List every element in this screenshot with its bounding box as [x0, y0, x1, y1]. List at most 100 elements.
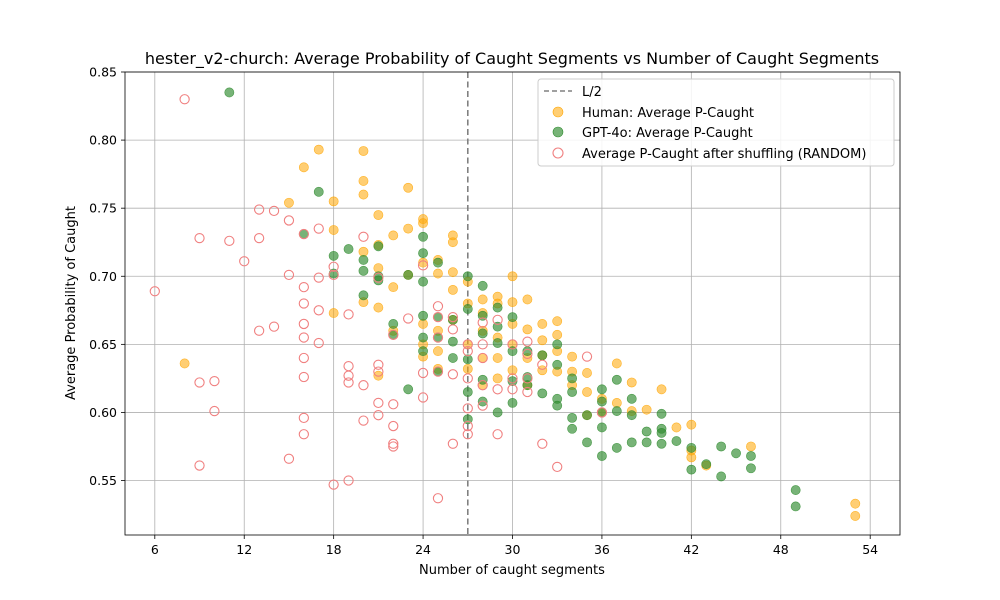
random-point [343, 377, 354, 388]
legend-swatch-gpt4o [552, 126, 564, 138]
legend-label-vline: L/2 [582, 85, 602, 100]
human-point [537, 335, 548, 346]
gpt4o-point [552, 400, 563, 411]
random-point [253, 325, 265, 336]
human-point [388, 282, 399, 293]
gpt4o-point [477, 328, 488, 339]
random-point [462, 403, 473, 414]
random-point [194, 460, 205, 471]
gpt4o-point [626, 410, 637, 421]
gpt4o-point [492, 338, 503, 348]
human-point [358, 246, 369, 257]
random-point [253, 204, 265, 215]
human-point [626, 377, 637, 388]
random-point [432, 332, 444, 343]
axis-ticks: 6 12 18 24 30 36 42 48 54 0.55 0.60 0.65 0.70 0.75 0.8… [89, 65, 878, 558]
gpt4o-point [567, 412, 578, 423]
random-point [209, 375, 220, 387]
legend-label-random: Average P-Caught after shuffling (RANDOM… [582, 147, 866, 162]
gpt4o-point [790, 485, 801, 495]
human-point [358, 176, 369, 186]
random-points [149, 94, 608, 504]
gpt4o-point [790, 501, 801, 512]
random-point [492, 384, 503, 395]
legend: L/2 Human: Average P-Caught GPT-4o: Aver… [537, 78, 895, 167]
gpt4o-point [433, 257, 443, 268]
random-point [298, 371, 309, 383]
random-point [298, 352, 309, 364]
gpt4o-point [746, 463, 756, 474]
human-point [284, 197, 294, 208]
gpt4o-point [611, 442, 622, 453]
gpt4o-point [477, 374, 488, 385]
random-point [298, 282, 309, 293]
gpt4o-point [477, 280, 488, 291]
human-point [507, 271, 518, 282]
gpt4o-point [418, 332, 428, 343]
x-tick-label: 54 [862, 542, 878, 557]
random-point [417, 260, 429, 271]
gpt4o-point [358, 265, 369, 276]
x-axis-label: Number of caught segments [419, 563, 605, 578]
gpt4o-point [686, 464, 697, 475]
random-point [388, 399, 399, 410]
random-point [537, 438, 548, 449]
y-tick-label: 0.70 [89, 269, 117, 284]
random-point [432, 301, 444, 312]
human-point [358, 146, 369, 156]
random-point [447, 311, 459, 323]
random-point [313, 272, 324, 283]
human-point [850, 511, 861, 521]
human-point [537, 365, 548, 376]
gpt4o-point [686, 442, 697, 453]
human-point [403, 182, 414, 193]
gpt4o-point [418, 310, 428, 321]
human-point [582, 387, 592, 397]
human-point [373, 210, 384, 220]
human-point [328, 308, 339, 318]
random-point [328, 261, 339, 272]
gpt4o-point [597, 451, 607, 461]
human-point [567, 351, 578, 362]
random-point [462, 420, 473, 432]
human-point [373, 302, 384, 313]
gpt4o-point [597, 384, 607, 395]
human-point [641, 404, 652, 415]
gpt4o-point [462, 354, 473, 365]
gpt4o-point [403, 270, 414, 280]
gpt4o-point [388, 319, 399, 329]
human-point [179, 358, 190, 369]
x-tick-label: 48 [773, 542, 789, 557]
y-tick-label: 0.65 [89, 337, 117, 352]
random-point [522, 373, 533, 384]
human-point [611, 358, 622, 369]
human-point [611, 398, 622, 408]
gpt4o-point [746, 451, 756, 461]
human-point [492, 373, 503, 384]
human-point [850, 498, 861, 509]
random-point [253, 232, 265, 244]
gpt4o-point [462, 387, 473, 397]
human-point [746, 441, 756, 452]
legend-label-human: Human: Average P-Caught [582, 106, 754, 121]
gpt4o-point [597, 422, 607, 433]
random-point [507, 373, 518, 384]
random-point [283, 453, 295, 464]
random-point [507, 384, 518, 395]
x-tick-label: 42 [683, 542, 699, 557]
human-point [582, 368, 592, 378]
random-point [537, 359, 548, 370]
random-point [194, 377, 205, 388]
random-point [403, 313, 414, 324]
human-point [656, 384, 667, 395]
x-tick-label: 24 [415, 542, 431, 557]
random-point [492, 314, 503, 325]
gpt4o-point [313, 186, 324, 197]
gpt4o-point [716, 441, 727, 452]
gpt4o-point [656, 427, 667, 438]
human-point [328, 196, 339, 207]
random-point [313, 305, 324, 316]
y-tick-label: 0.75 [89, 201, 117, 216]
human-point [433, 346, 443, 357]
human-point [418, 319, 428, 329]
